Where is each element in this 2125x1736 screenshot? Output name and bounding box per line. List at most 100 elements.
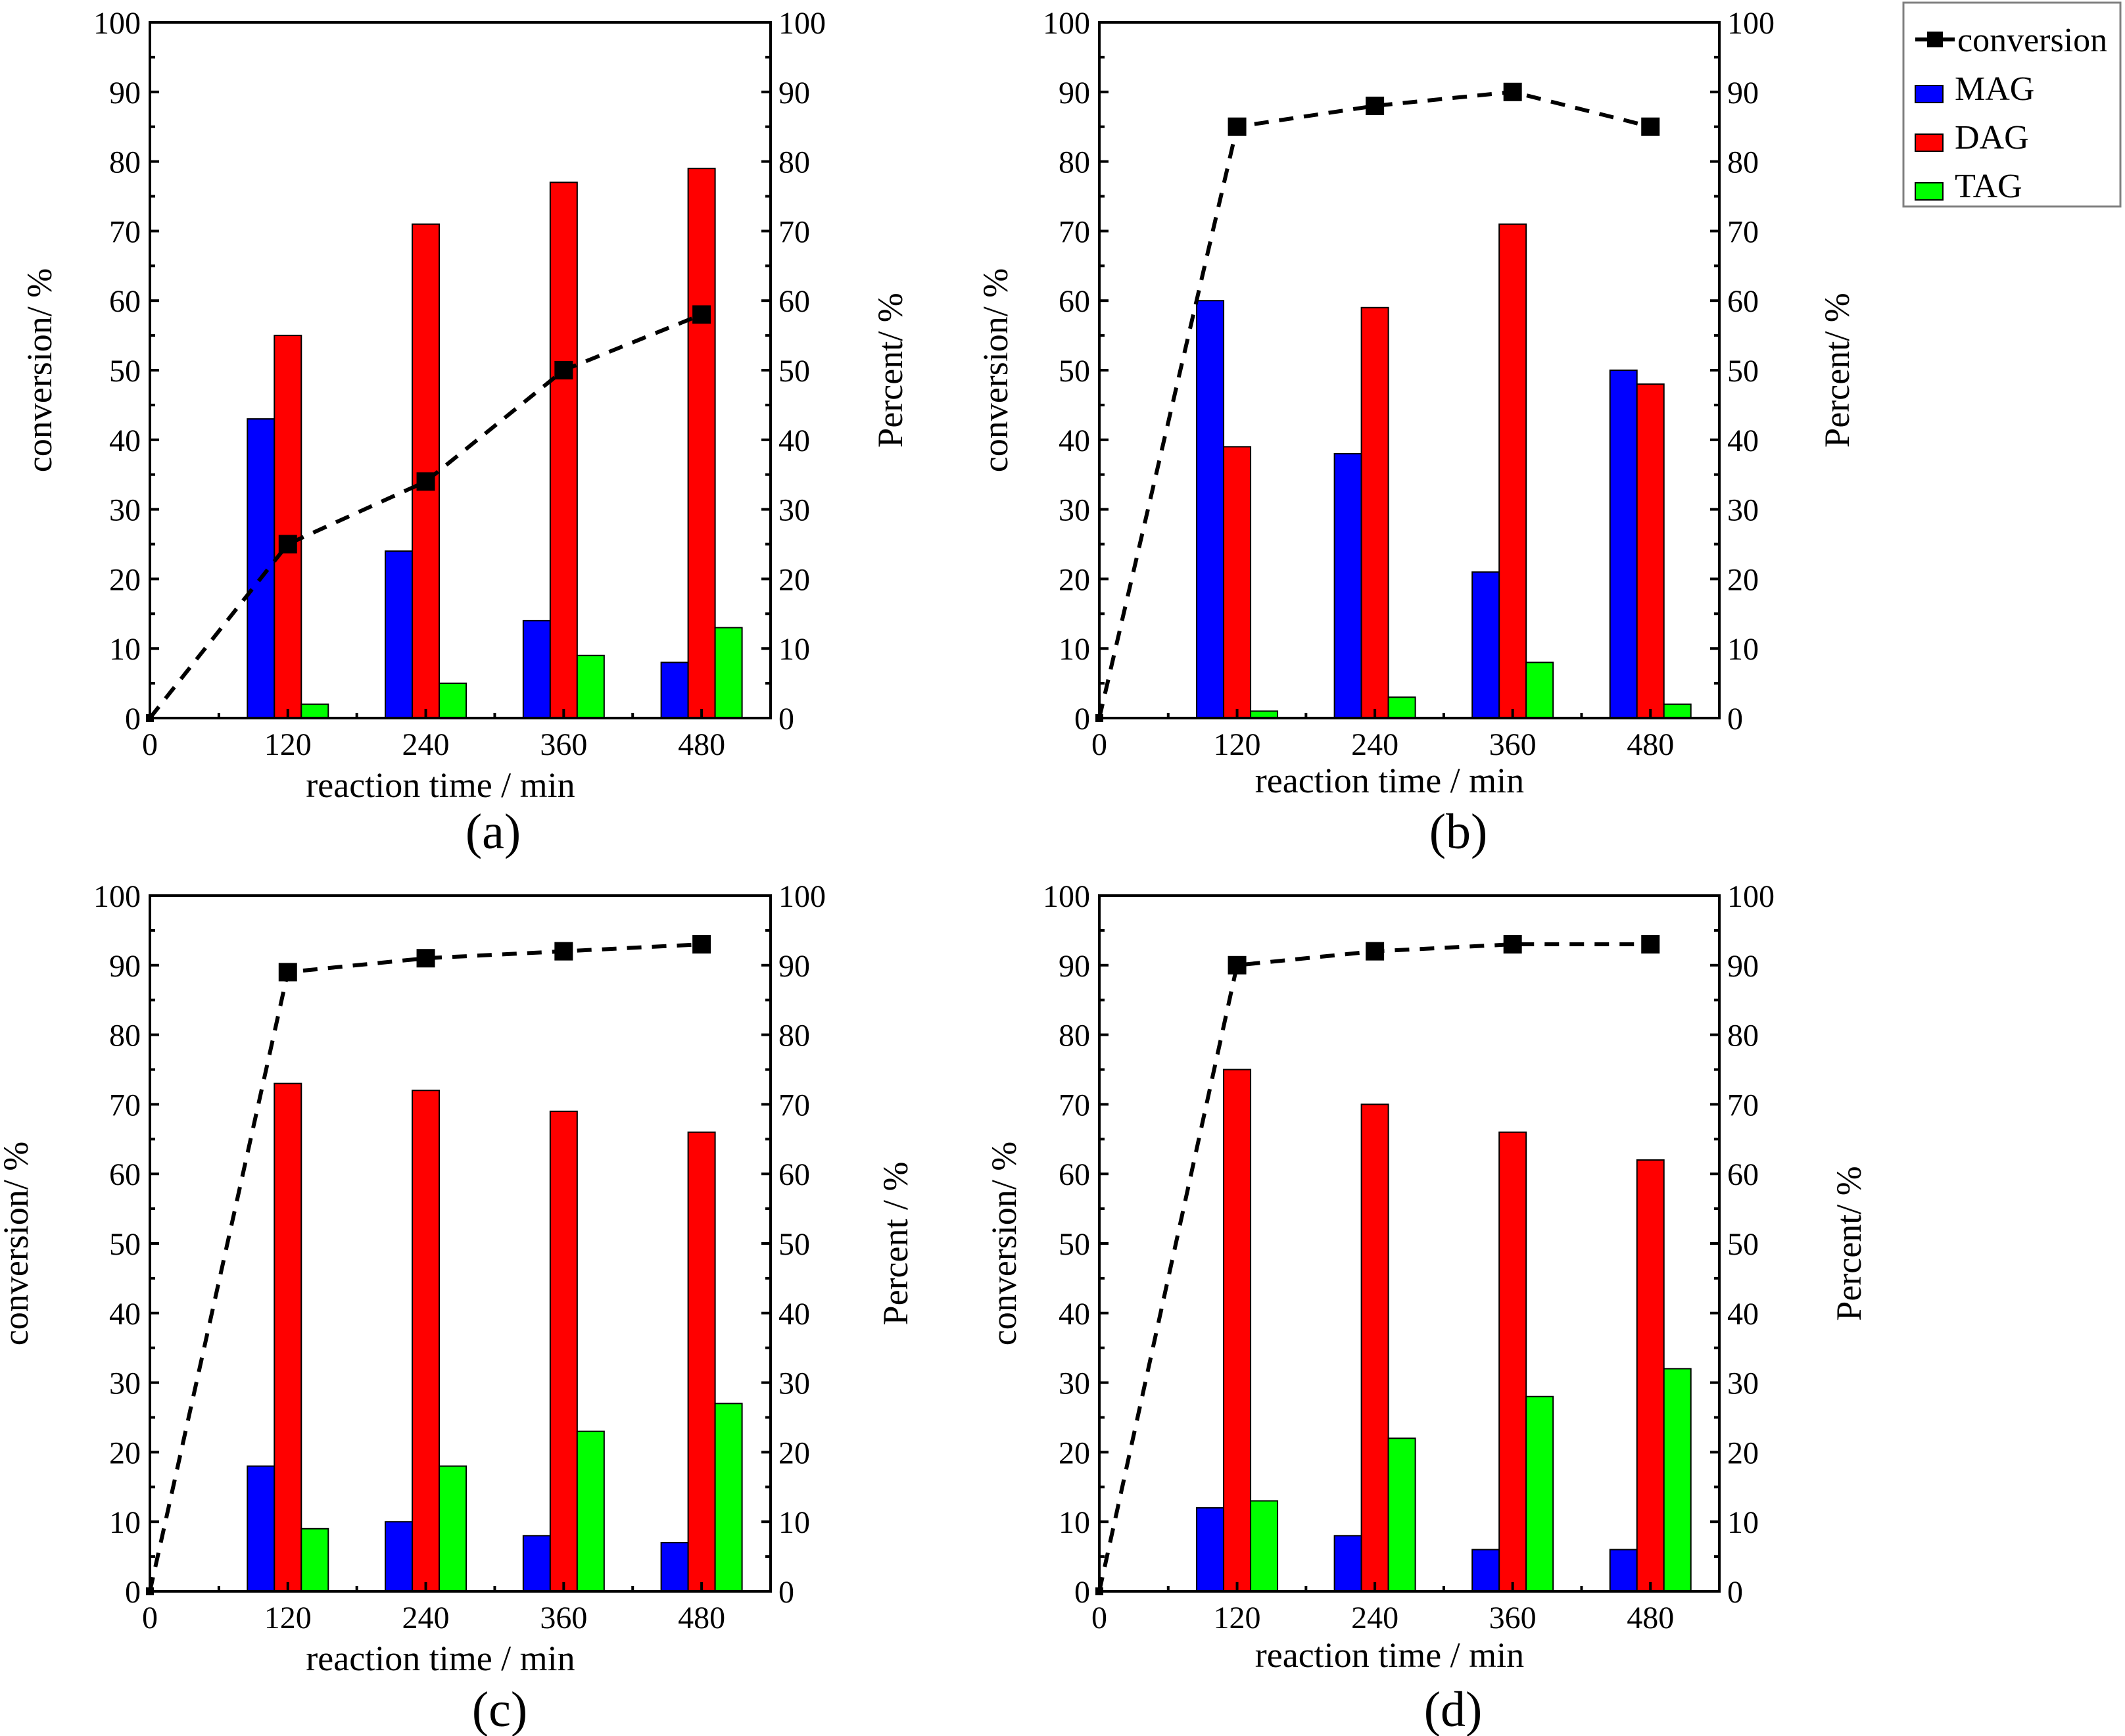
y-tick-label-right: 20	[1727, 562, 1759, 597]
y-tick-label-right: 40	[778, 1297, 810, 1332]
bar-dag-480	[687, 168, 716, 719]
legend-swatch-mag	[1915, 85, 1944, 103]
y-tick-label-right: 90	[778, 949, 810, 984]
y-tick-label-left: 80	[1059, 1019, 1090, 1053]
bar-dag-360	[1498, 1131, 1527, 1592]
bar-tag-480	[714, 627, 743, 719]
bar-mag-360	[1471, 571, 1500, 719]
y-tick-label-left: 40	[1059, 423, 1090, 458]
x-tick-label: 0	[1091, 1601, 1107, 1635]
bar-tag-240	[1387, 1437, 1416, 1592]
bar-dag-240	[1360, 306, 1389, 719]
conversion-marker-120	[1228, 955, 1247, 975]
bar-tag-120	[1250, 1500, 1279, 1592]
y-tick-label-right: 90	[1727, 949, 1759, 984]
y-axis-title-right: Percent/ %	[871, 293, 910, 447]
bar-tag-480	[714, 1403, 743, 1593]
bar-mag-120	[1196, 1507, 1225, 1593]
y-tick-label-right: 90	[1727, 76, 1759, 110]
y-tick-label-left: 80	[1059, 145, 1090, 180]
x-tick-label: 360	[540, 727, 587, 762]
bar-mag-360	[522, 1535, 551, 1593]
x-tick-label: 240	[1351, 1601, 1398, 1635]
x-tick-label: 480	[1627, 727, 1674, 762]
conversion-marker-360	[1503, 935, 1522, 954]
y-tick-label-left: 40	[109, 1297, 141, 1332]
y-tick-label-left: 60	[109, 1157, 141, 1192]
y-tick-label-left: 60	[109, 284, 141, 319]
conversion-marker-120	[278, 963, 297, 982]
y-tick-label-left: 100	[1043, 6, 1090, 41]
y-tick-label-right: 60	[778, 284, 810, 319]
bar-dag-120	[1223, 446, 1252, 719]
y-tick-label-left: 40	[1059, 1297, 1090, 1332]
y-tick-label-left: 40	[109, 423, 141, 458]
y-tick-label-right: 100	[1727, 6, 1775, 41]
conversion-marker-240	[416, 949, 435, 968]
bar-tag-480	[1663, 1368, 1692, 1592]
y-tick-label-right: 30	[1727, 493, 1759, 528]
x-tick-label: 120	[264, 727, 312, 762]
x-tick-label: 480	[678, 727, 725, 762]
y-tick-label-left: 70	[1059, 1088, 1090, 1122]
conversion-marker-480	[1641, 935, 1660, 954]
y-tick-label-right: 60	[1727, 1157, 1759, 1192]
y-tick-label-right: 30	[778, 493, 810, 528]
bar-dag-240	[412, 1090, 441, 1592]
bar-tag-360	[576, 1430, 605, 1592]
y-tick-label-right: 50	[1727, 1227, 1759, 1262]
bar-mag-240	[1333, 1535, 1362, 1593]
x-tick-label: 240	[402, 1601, 450, 1635]
y-tick-label-right: 10	[1727, 632, 1759, 667]
bar-mag-480	[660, 662, 689, 719]
x-tick-label: 480	[678, 1601, 725, 1635]
legend-label-tag: TAG	[1955, 168, 2022, 205]
bar-tag-240	[439, 683, 467, 719]
x-tick-label: 360	[1489, 727, 1537, 762]
y-tick-label-right: 0	[1727, 702, 1743, 736]
bar-tag-480	[1663, 703, 1692, 719]
conversion-marker-240	[1366, 942, 1385, 961]
y-tick-label-left: 100	[1043, 879, 1090, 914]
y-tick-label-right: 0	[778, 1575, 794, 1610]
y-tick-label-right: 80	[1727, 1019, 1759, 1053]
y-tick-label-left: 80	[109, 145, 141, 180]
conversion-line	[148, 312, 703, 719]
x-axis-title: reaction time / min	[306, 1639, 575, 1678]
bar-mag-240	[385, 1521, 414, 1592]
x-tick-label: 360	[540, 1601, 587, 1635]
legend-label-conversion: conversion	[1957, 22, 2107, 59]
panel-label: (c)	[472, 1682, 527, 1736]
y-tick-label-right: 70	[1727, 214, 1759, 249]
y-axis-title-left: conversion/ %	[976, 268, 1015, 472]
y-tick-label-right: 100	[778, 879, 826, 914]
y-tick-label-right: 0	[778, 702, 794, 736]
y-tick-label-left: 80	[109, 1019, 141, 1053]
y-tick-label-right: 70	[1727, 1088, 1759, 1122]
legend-swatch-dag	[1915, 133, 1944, 152]
y-tick-label-left: 0	[1074, 1575, 1090, 1610]
x-tick-label: 0	[1091, 727, 1107, 762]
x-axis-title: reaction time / min	[1255, 761, 1524, 800]
x-tick-label: 480	[1627, 1601, 1674, 1635]
bar-mag-240	[1333, 452, 1362, 719]
bar-mag-120	[247, 418, 275, 719]
y-tick-label-right: 100	[1727, 879, 1775, 914]
bar-mag-120	[247, 1465, 275, 1593]
y-tick-label-right: 30	[1727, 1366, 1759, 1401]
conversion-line	[1097, 89, 1651, 719]
y-tick-label-left: 0	[125, 1575, 141, 1610]
y-tick-label-right: 20	[778, 1435, 810, 1470]
x-tick-label: 120	[1214, 727, 1261, 762]
y-tick-label-left: 20	[1059, 1435, 1090, 1470]
y-tick-label-right: 30	[778, 1366, 810, 1401]
legend-swatch-tag	[1915, 182, 1944, 201]
y-tick-label-left: 100	[93, 6, 141, 41]
bar-dag-240	[1360, 1103, 1389, 1592]
bar-dag-240	[412, 223, 441, 719]
y-tick-label-right: 10	[1727, 1505, 1759, 1540]
y-tick-label-left: 60	[1059, 284, 1090, 319]
